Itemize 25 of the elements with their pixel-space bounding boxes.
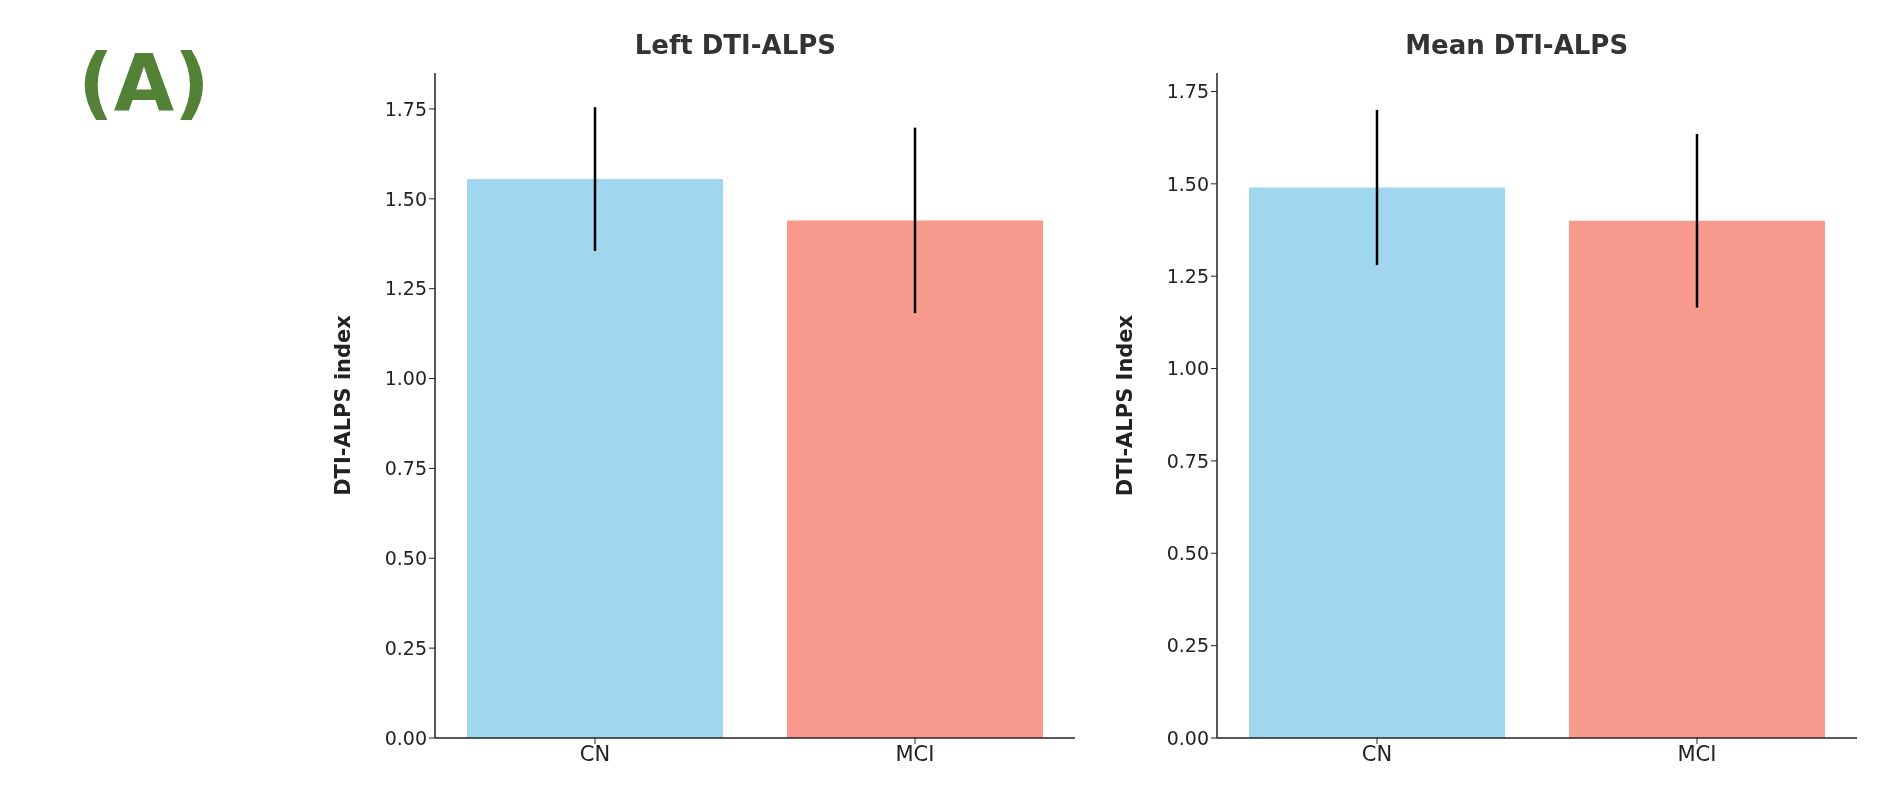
x-tick-label: MCI [1677, 741, 1717, 766]
x-tick-label: CN [1361, 741, 1392, 766]
y-tick-label: 0.25 [1166, 634, 1209, 657]
y-tick-label: 0.50 [385, 547, 428, 570]
x-tick-label: MCI [895, 741, 935, 766]
y-tick-label: 0.00 [385, 726, 428, 749]
text: (A) [78, 38, 211, 128]
chart-title: Left DTI-ALPS [633, 30, 837, 60]
y-tick-label: 1.25 [1166, 264, 1209, 287]
y-tick-label: 0.25 [385, 636, 428, 659]
y-tick-label: 1.75 [1166, 80, 1209, 103]
y-tick-label: 1.50 [1166, 172, 1209, 195]
y-tick-label: 1.00 [385, 367, 428, 390]
y-tick-label: 0.75 [1166, 449, 1209, 472]
y-axis-title: DTI-ALPS Index [1113, 314, 1138, 497]
y-tick-label: 0.50 [1166, 542, 1209, 565]
y-tick-label: 0.75 [385, 457, 428, 480]
chart-title: Mean DTI-ALPS [1404, 30, 1630, 60]
y-tick-label: 1.75 [385, 97, 428, 120]
y-tick-label: 1.25 [385, 277, 428, 300]
x-tick-label: CN [580, 741, 611, 766]
y-axis-title: DTI-ALPS index [331, 314, 356, 496]
y-tick-label: 0.00 [1166, 726, 1209, 749]
y-tick-label: 1.50 [385, 187, 428, 210]
y-tick-label: 1.00 [1166, 357, 1209, 380]
